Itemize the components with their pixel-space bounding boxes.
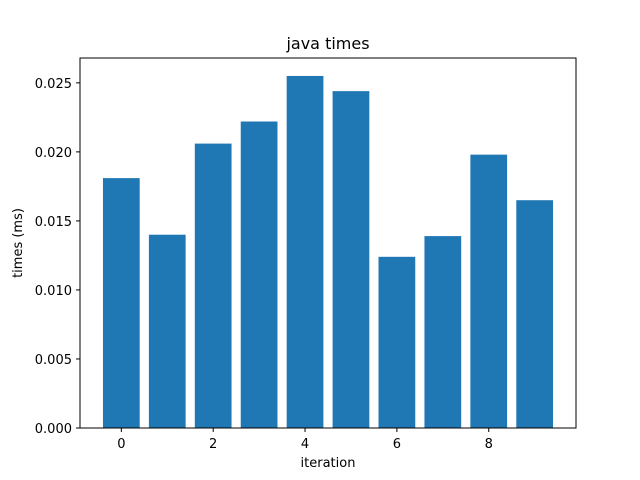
y-tick-label: 0.015 bbox=[35, 215, 72, 230]
y-tick-label: 0.025 bbox=[35, 77, 72, 92]
y-axis-ticks: 0.000 0.005 0.010 0.015 0.020 0.025 bbox=[35, 77, 80, 437]
bars-group bbox=[102, 75, 554, 429]
bar-9 bbox=[516, 200, 554, 428]
y-axis-label: times (ms) bbox=[11, 208, 26, 278]
y-tick-label: 0.020 bbox=[35, 146, 72, 161]
x-axis-label: iteration bbox=[301, 456, 356, 471]
plot-frame bbox=[79, 57, 577, 429]
bar-7 bbox=[424, 236, 462, 428]
bar-1 bbox=[148, 234, 186, 428]
x-tick-label: 0 bbox=[117, 437, 125, 452]
bar-0 bbox=[102, 178, 140, 428]
x-axis-ticks: 0 2 4 6 8 bbox=[117, 428, 493, 452]
y-tick-label: 0.005 bbox=[35, 353, 72, 368]
bar-5 bbox=[332, 91, 370, 428]
x-tick-label: 4 bbox=[301, 437, 309, 452]
bar-8 bbox=[470, 154, 508, 428]
bar-2 bbox=[194, 143, 232, 428]
bar-4 bbox=[286, 75, 324, 429]
chart-title: java times bbox=[285, 34, 369, 53]
y-tick-label: 0.000 bbox=[35, 422, 72, 437]
x-tick-label: 8 bbox=[485, 437, 493, 452]
bar-6 bbox=[378, 256, 416, 428]
x-tick-label: 6 bbox=[393, 437, 401, 452]
y-tick-label: 0.010 bbox=[35, 284, 72, 299]
x-tick-label: 2 bbox=[209, 437, 217, 452]
bar-3 bbox=[240, 121, 278, 429]
